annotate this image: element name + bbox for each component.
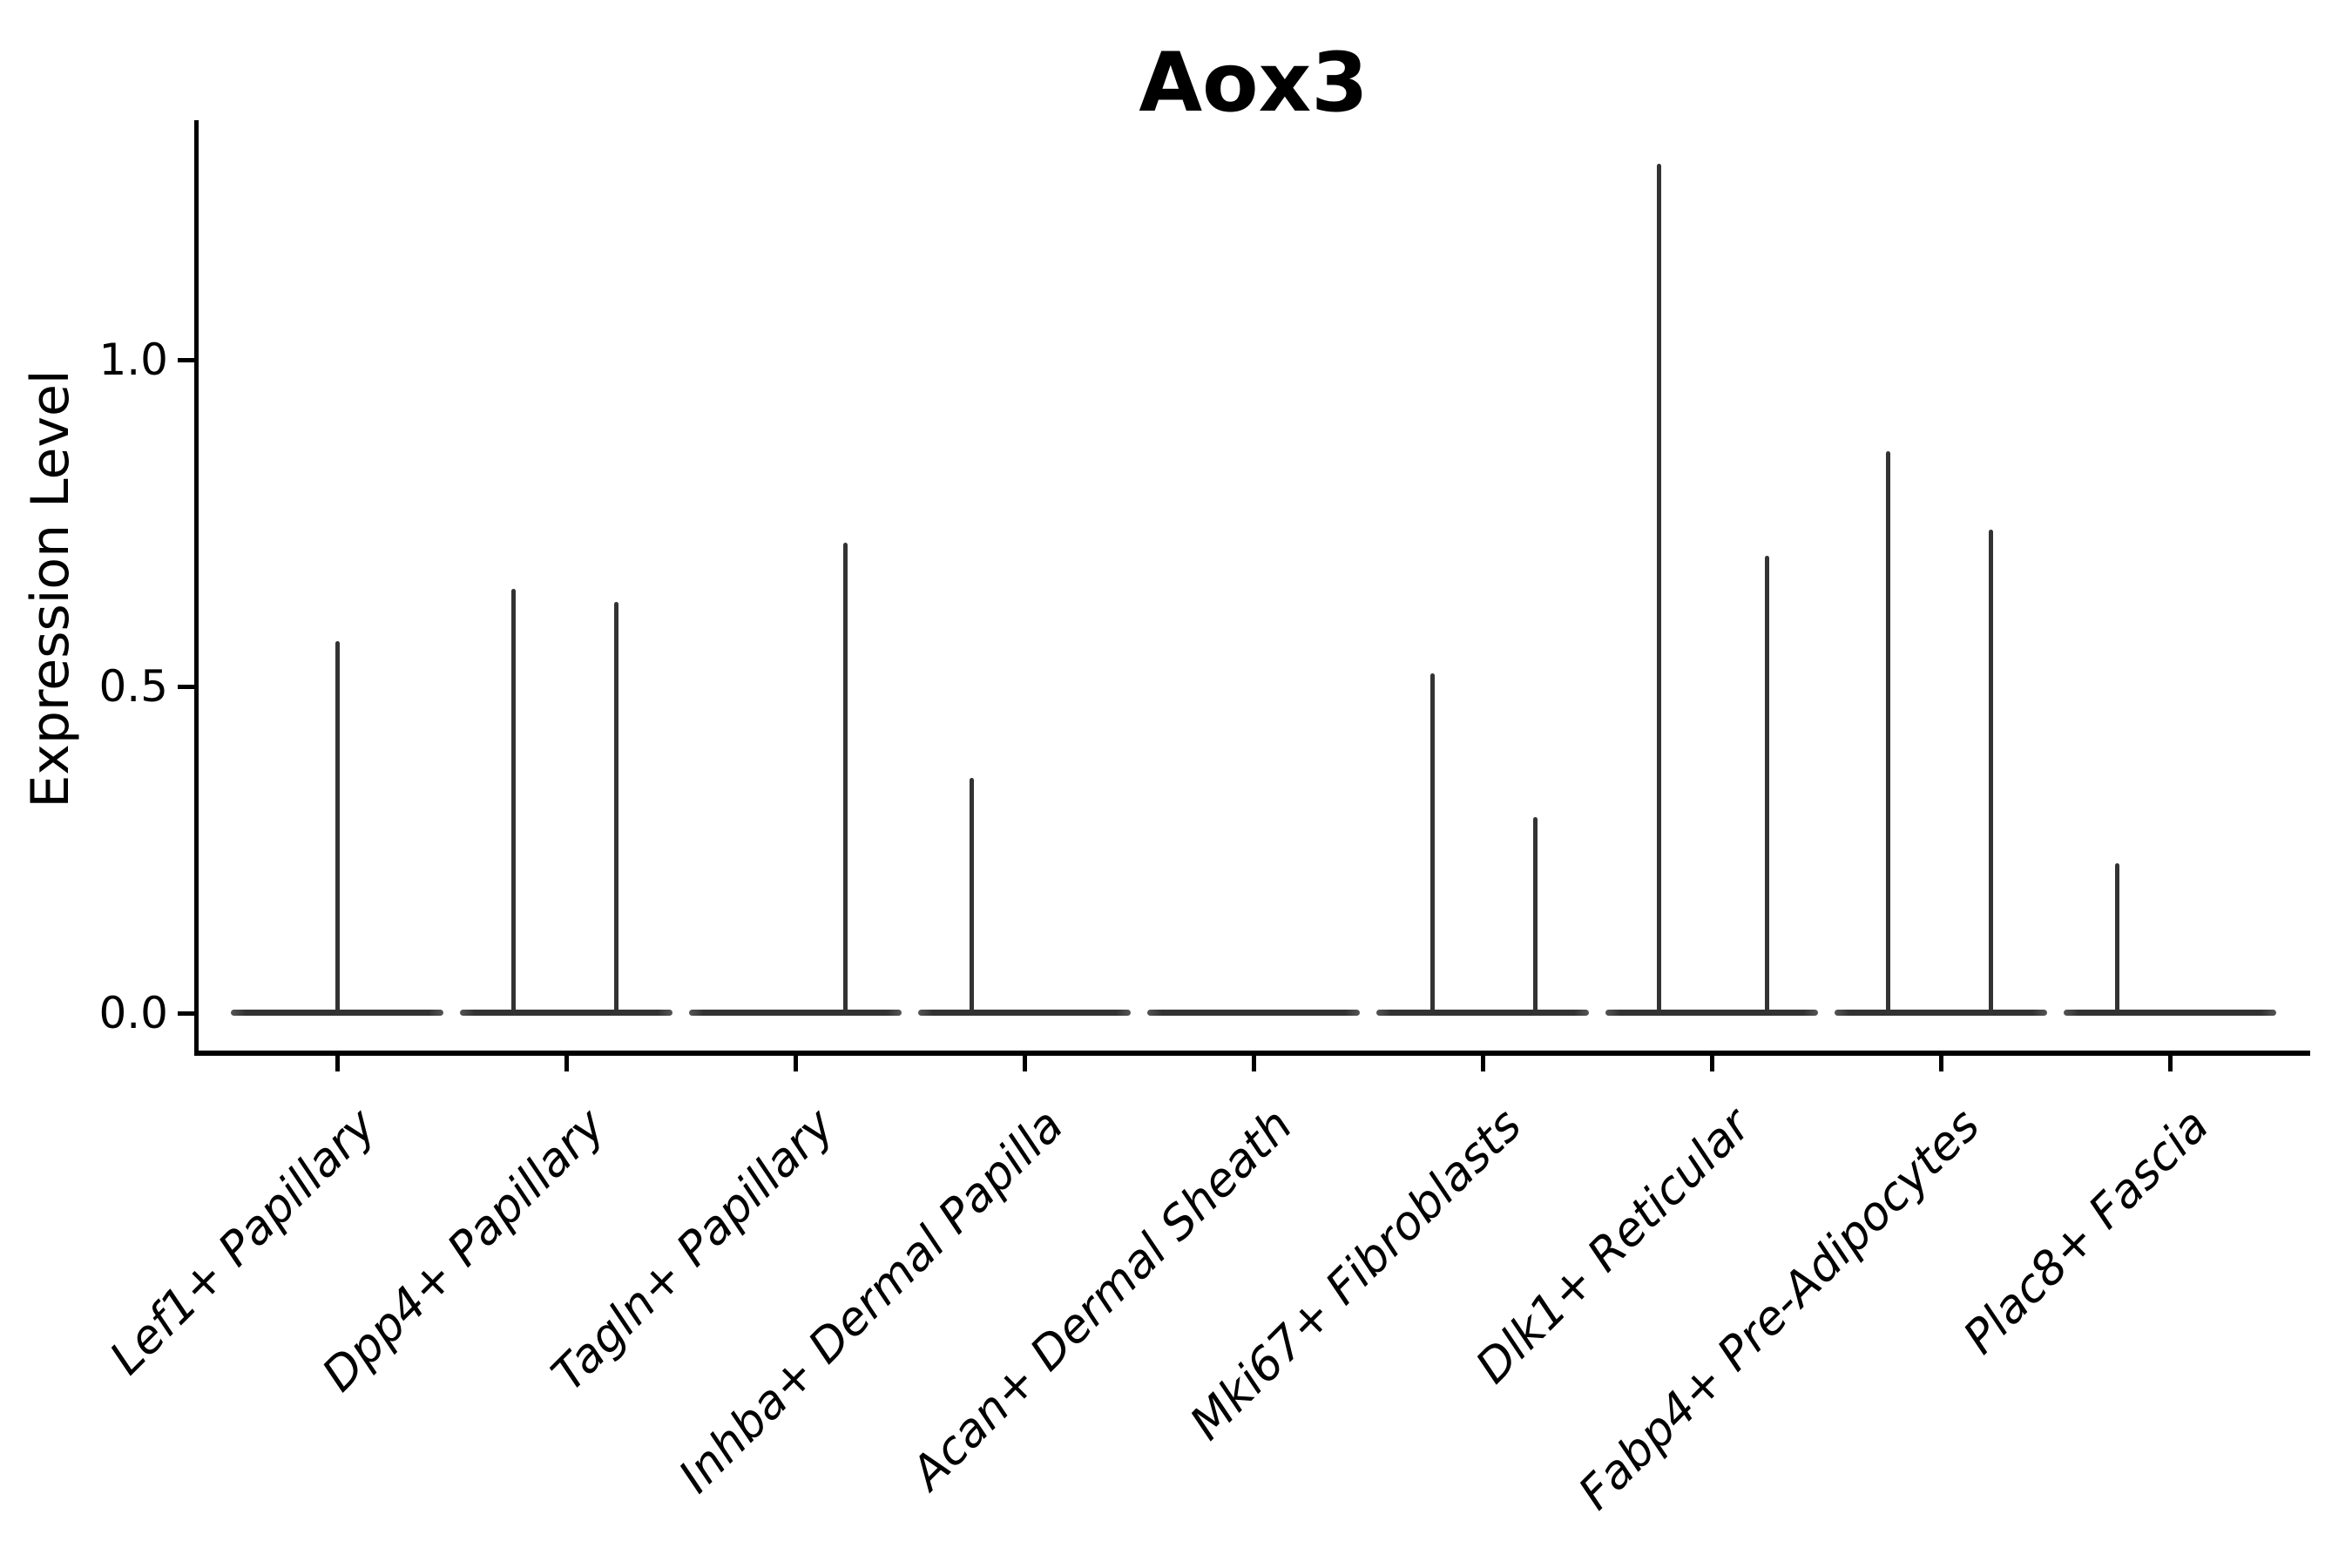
x-tick-mark <box>1022 1053 1027 1071</box>
violin-baseline <box>1605 1010 1818 1016</box>
violin-baseline <box>918 1010 1131 1016</box>
violin-baseline <box>460 1010 672 1016</box>
x-tick-mark <box>1480 1053 1485 1071</box>
x-tick-mark <box>335 1053 340 1071</box>
violin-spike <box>1764 556 1769 1016</box>
y-tick-label: 0.5 <box>98 661 168 712</box>
x-tick-mark <box>564 1053 569 1071</box>
violin-spike <box>1989 530 1994 1016</box>
violin-baseline <box>2064 1010 2276 1016</box>
y-axis-spine <box>194 120 199 1056</box>
x-tick-mark <box>1938 1053 1943 1071</box>
violin-spike <box>843 543 848 1016</box>
x-tick-mark <box>793 1053 798 1071</box>
violin-baseline <box>1835 1010 2047 1016</box>
violin-spike <box>1429 673 1435 1016</box>
y-tick-label: 1.0 <box>98 335 168 385</box>
violin-baseline <box>1147 1010 1360 1016</box>
x-tick-mark <box>1251 1053 1256 1071</box>
violin-baseline <box>689 1010 902 1016</box>
x-tick-mark <box>2167 1053 2173 1071</box>
violin-spike <box>970 778 974 1016</box>
violin-spike <box>2115 862 2119 1016</box>
violin-spike <box>335 640 340 1016</box>
violin-spike <box>511 588 516 1016</box>
violin-spike <box>1532 817 1538 1016</box>
y-tick-mark <box>178 357 197 362</box>
violin-spike <box>614 601 619 1016</box>
y-tick-label: 0.0 <box>98 988 168 1038</box>
x-tick-mark <box>1709 1053 1714 1071</box>
violin-baseline <box>1376 1010 1589 1016</box>
violin-spike <box>1657 164 1661 1016</box>
y-tick-mark <box>178 684 197 689</box>
violin-spike <box>1886 451 1890 1016</box>
plot-title: Aox3 <box>1139 36 1369 131</box>
y-axis-label: Expression Level <box>20 369 81 808</box>
y-tick-mark <box>178 1010 197 1016</box>
